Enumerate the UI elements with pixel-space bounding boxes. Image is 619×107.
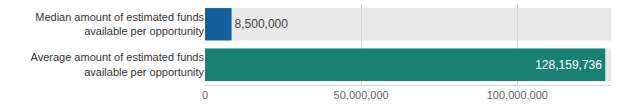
svg-text:100,000,000: 100,000,000 xyxy=(487,89,548,101)
svg-text:0: 0 xyxy=(202,89,208,101)
svg-text:Average amount of estimated fu: Average amount of estimated fundsavailab… xyxy=(31,51,205,77)
svg-text:128,159,736: 128,159,736 xyxy=(535,58,602,72)
svg-text:Median amount of estimated fun: Median amount of estimated fundsavailabl… xyxy=(35,11,204,37)
svg-text:8,500,000: 8,500,000 xyxy=(235,17,289,31)
svg-text:50,000,000: 50,000,000 xyxy=(334,89,389,101)
